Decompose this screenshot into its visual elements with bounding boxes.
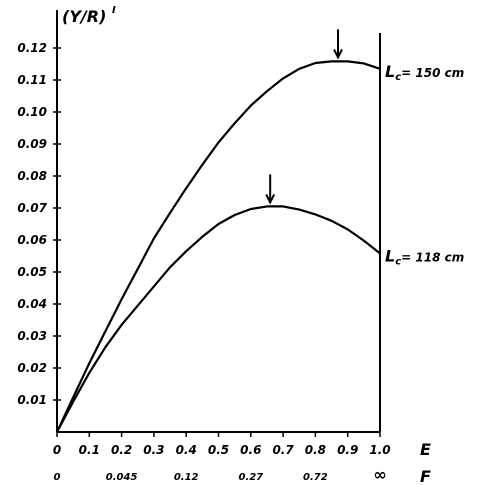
y-tick-label: 0.12 [17,41,47,55]
series-label-main: L [385,62,395,81]
secondary-x-tick-label: 0 [54,472,61,483]
y-tick-label: 0.07 [17,201,47,215]
x-tick-label: 0.1 [79,443,100,457]
x-tick-label: 1.0 [369,443,390,457]
y-tick-label: 0.01 [17,393,47,407]
y-axis-ticks: 0.01 0.02 0.03 0.04 0.05 0.06 0.07 0.08 0.09 0.10… [17,41,61,407]
series-line [56,205,381,433]
secondary-x-tick-label: 0.045 [106,472,138,483]
y-tick-label: 0.06 [17,233,47,247]
series-label-main: L [385,246,395,265]
x-tick-label: 0.9 [337,443,358,457]
y-tick-label: 0.09 [17,137,47,151]
series-line [56,60,381,433]
y-tick-label: 0.11 [17,73,47,87]
series-label-value: = 118 cm [401,250,464,264]
y-tick-label: 0.05 [17,265,47,279]
series-label-subscript: c [395,256,401,267]
x-tick-label: 0.6 [240,443,261,457]
x-tick-label: 0.7 [272,443,294,457]
x-tick-label: 0.2 [111,443,132,457]
secondary-x-tick-label: 0.27 [238,472,263,483]
secondary-x-axis-ticks: 0 0.045 0.12 0.27 0.72 ∞ [54,465,387,484]
optimum-arrow-head [333,48,343,60]
x-axis-ticks: 0 0.1 0.2 0.3 0.4 0.5 0.6 0.7 0.8 0.9 1.0 [53,432,391,457]
y-tick-label: 0.10 [17,105,47,119]
x-tick-label: 0.8 [305,443,326,457]
y-axis-label-superscript: I [112,5,116,16]
y-tick-label: 0.02 [17,361,47,375]
series-label: Lc= 118 cm [385,246,464,267]
y-tick-label: 0.08 [17,169,47,183]
secondary-x-tick-label: 0.72 [303,472,328,483]
series-label-value: = 150 cm [401,66,464,80]
secondary-x-tick-label: ∞ [373,465,386,484]
secondary-x-axis-label: F [420,467,431,485]
x-tick-label: 0.4 [176,443,197,457]
x-axis-label: E [420,440,431,459]
secondary-x-tick-label: 0.12 [174,472,199,483]
axis-labels: (Y/R) I E F [62,5,431,485]
series-label-subscript: c [395,72,401,83]
y-tick-label: 0.04 [17,297,47,311]
x-tick-label: 0.3 [143,443,164,457]
y-axis-label: (Y/R) [62,7,106,26]
x-tick-label: 0 [53,443,61,457]
optimum-arrow-head [265,193,276,205]
x-tick-label: 0.5 [208,443,229,457]
series-label: Lc= 150 cm [385,62,464,83]
y-tick-label: 0.03 [17,329,47,343]
